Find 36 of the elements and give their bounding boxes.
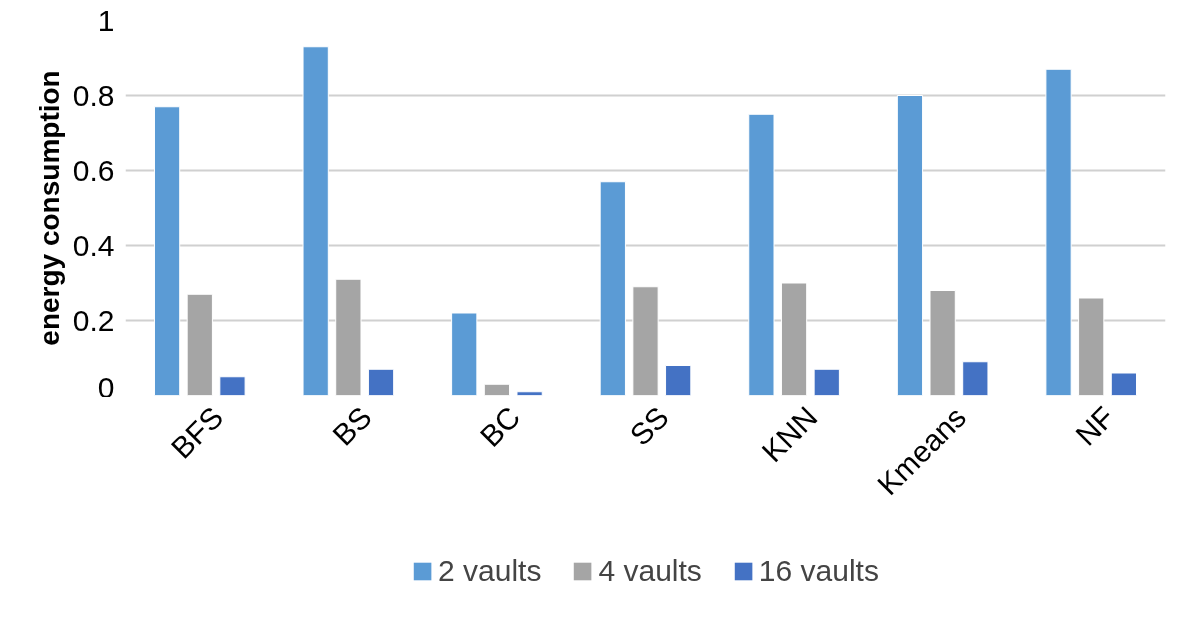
bar	[599, 181, 626, 396]
bar	[813, 368, 840, 396]
bar	[451, 312, 478, 396]
bar	[929, 290, 956, 396]
x-tick-label: BC	[473, 400, 527, 453]
bar	[483, 383, 511, 396]
bar	[219, 376, 246, 396]
y-axis-title: energy consumption	[33, 70, 65, 346]
x-tick-label: BS	[326, 400, 378, 452]
legend-label: 2 vaults	[438, 554, 542, 588]
bar	[153, 106, 181, 396]
y-tick-label: 0.2	[72, 303, 115, 337]
bar	[1045, 68, 1072, 396]
bar	[1110, 372, 1138, 396]
bar	[186, 293, 213, 396]
y-tick-label: 0.6	[72, 153, 115, 187]
legend-label: 16 vaults	[758, 554, 879, 588]
bar	[665, 365, 692, 396]
bar	[335, 278, 362, 396]
bar	[748, 113, 775, 396]
y-tick-label: 0.4	[72, 228, 115, 262]
bar	[632, 286, 659, 396]
bar	[516, 391, 543, 396]
x-tick-label: NF	[1069, 400, 1121, 452]
x-tick-label: BFS	[164, 400, 230, 465]
y-tick-label: 0.8	[72, 78, 115, 112]
bar	[1078, 297, 1105, 396]
bar	[367, 368, 395, 396]
bar	[896, 95, 924, 396]
x-tick-label: SS	[623, 400, 675, 452]
bar	[962, 361, 989, 396]
y-tick-label: 0	[97, 370, 115, 404]
bar	[780, 282, 808, 396]
legend-label: 4 vaults	[598, 554, 702, 588]
y-tick-label: 1	[97, 3, 115, 37]
bar	[302, 46, 329, 396]
